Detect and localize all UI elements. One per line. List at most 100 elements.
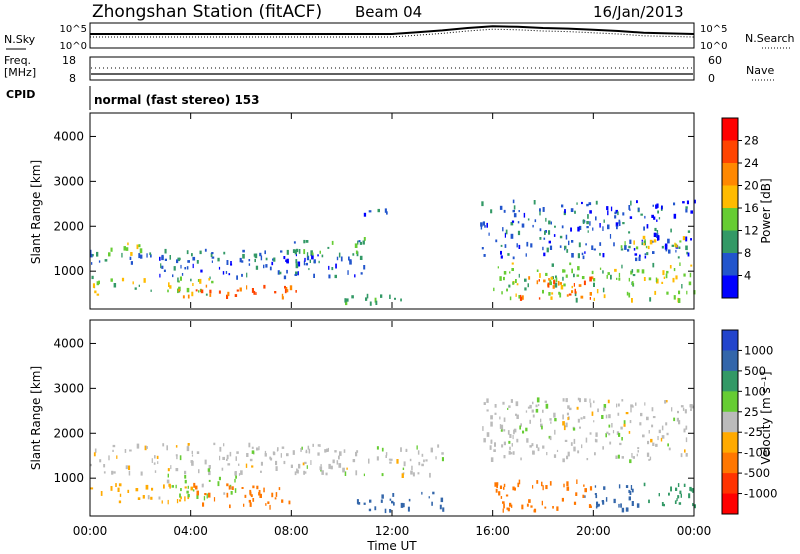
velocity-colorbar: 1000 500 100 25 -25 -100 -500 -1000 xyxy=(721,329,777,515)
heatmap-cell xyxy=(343,449,346,453)
heatmap-cell xyxy=(96,251,99,257)
heatmap-cell xyxy=(295,290,297,293)
heatmap-cell xyxy=(586,221,589,225)
heatmap-cell xyxy=(270,457,273,461)
heatmap-cell xyxy=(496,482,499,486)
heatmap-cell xyxy=(522,295,524,300)
colorbar-swatch xyxy=(722,370,738,392)
heatmap-cell xyxy=(493,287,495,292)
heatmap-cell xyxy=(305,240,309,243)
heatmap-cell xyxy=(349,260,352,265)
heatmap-cell xyxy=(552,285,555,289)
heatmap-cell xyxy=(519,425,521,430)
heatmap-cell xyxy=(541,500,543,506)
heatmap-cell xyxy=(599,267,602,270)
heatmap-cell xyxy=(157,461,159,464)
heatmap-cell xyxy=(628,489,630,493)
heatmap-cell xyxy=(280,250,283,253)
heatmap-cell xyxy=(693,504,696,509)
heatmap-cell xyxy=(502,227,504,232)
heatmap-cell xyxy=(121,277,125,282)
nave-label: Nave xyxy=(746,64,774,77)
heatmap-cell xyxy=(429,472,431,478)
heatmap-cell xyxy=(690,488,693,492)
heatmap-cell xyxy=(281,296,284,300)
heatmap-cell xyxy=(391,500,394,504)
y-tick-label: 3000 xyxy=(53,174,84,188)
heatmap-cell xyxy=(294,273,298,276)
heatmap-cell xyxy=(191,253,193,257)
heatmap-cell xyxy=(91,262,93,265)
heatmap-cell xyxy=(692,503,694,507)
colorbar-swatch xyxy=(722,330,738,351)
heatmap-cell xyxy=(543,279,546,283)
heatmap-cell xyxy=(655,443,658,447)
heatmap-cell xyxy=(93,452,96,457)
heatmap-cell xyxy=(495,239,498,243)
heatmap-cell xyxy=(594,485,597,488)
heatmap-cell xyxy=(657,210,659,214)
heatmap-cell xyxy=(536,480,539,484)
heatmap-cell xyxy=(400,502,404,508)
colorbar-swatch xyxy=(722,432,738,454)
heatmap-cell xyxy=(313,273,315,278)
heatmap-cell xyxy=(603,219,605,223)
heatmap-cell xyxy=(528,499,531,503)
heatmap-cell xyxy=(303,470,305,475)
heatmap-cell xyxy=(441,457,444,462)
heatmap-cell xyxy=(630,270,633,275)
heatmap-cell xyxy=(421,463,424,467)
heatmap-cell xyxy=(647,440,650,445)
heatmap-cell xyxy=(499,416,501,420)
heatmap-cell xyxy=(565,274,568,278)
heatmap-cell xyxy=(254,259,256,263)
heatmap-cell xyxy=(145,446,148,449)
heatmap-cell xyxy=(199,278,202,284)
heatmap-cell xyxy=(181,273,184,276)
heatmap-cell xyxy=(566,486,570,491)
heatmap-cell xyxy=(621,399,624,402)
heatmap-cell xyxy=(599,242,602,246)
heatmap-cell xyxy=(517,482,520,488)
heatmap-cell xyxy=(154,470,157,473)
heatmap-cell xyxy=(618,432,621,437)
heatmap-cell xyxy=(309,259,311,263)
heatmap-cell xyxy=(515,413,518,416)
heatmap-cell xyxy=(490,209,493,214)
heatmap-cell xyxy=(689,404,692,408)
heatmap-cell xyxy=(689,272,692,278)
heatmap-cell xyxy=(509,502,512,507)
heatmap-cell xyxy=(652,442,655,446)
heatmap-cell xyxy=(521,504,524,510)
y-tick-label: 2000 xyxy=(53,219,84,233)
heatmap-cell xyxy=(230,486,232,490)
heatmap-cell xyxy=(670,228,672,233)
heatmap-cell xyxy=(269,266,272,271)
heatmap-cell xyxy=(197,279,200,282)
heatmap-cell xyxy=(187,443,190,446)
heatmap-cell xyxy=(140,471,143,476)
heatmap-cell xyxy=(435,456,437,460)
heatmap-cell xyxy=(629,459,632,464)
heatmap-cell xyxy=(228,485,231,490)
heatmap-cell xyxy=(521,223,525,228)
heatmap-cell xyxy=(192,263,194,269)
heatmap-cell xyxy=(561,225,564,229)
heatmap-cell xyxy=(680,453,683,458)
heatmap-cell xyxy=(635,402,637,406)
heatmap-cell xyxy=(589,297,591,300)
heatmap-cell xyxy=(509,446,511,450)
heatmap-cell xyxy=(480,225,483,230)
heatmap-cell xyxy=(272,451,275,455)
heatmap-cell xyxy=(230,263,233,266)
x-tick-label: 12:00 xyxy=(375,524,410,538)
heatmap-cell xyxy=(545,272,548,276)
heatmap-cell xyxy=(549,245,553,250)
power-colorbar: 28 24 20 16 12 8 4 xyxy=(721,117,759,299)
noise-search-line xyxy=(90,28,695,38)
heatmap-cell xyxy=(100,491,103,496)
heatmap-cell xyxy=(92,254,94,257)
heatmap-cell xyxy=(673,213,677,219)
heatmap-cell xyxy=(607,272,610,276)
heatmap-cell xyxy=(229,451,232,457)
